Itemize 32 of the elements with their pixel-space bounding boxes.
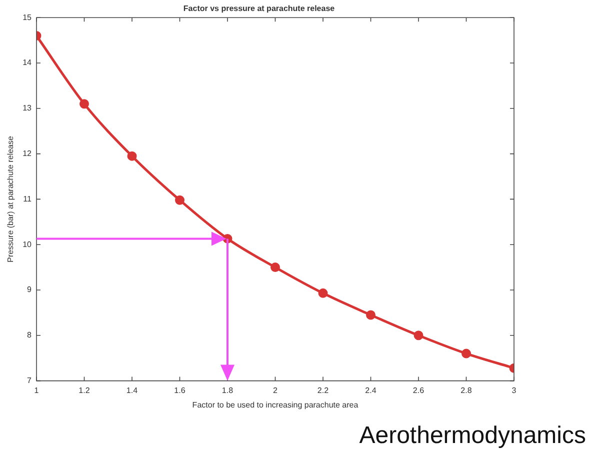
y-tick-label: 14 (22, 58, 32, 68)
point (175, 195, 184, 205)
y-tick-label: 9 (27, 285, 32, 294)
y-tick-label: 15 (22, 12, 32, 22)
x-tick-label: 3 (512, 386, 517, 395)
y-tick-label: 12 (22, 149, 32, 158)
x-tick-label: 2 (273, 386, 278, 395)
x-axis-title: Factor to be used to increasing parachute area (192, 400, 359, 410)
y-tick-label: 8 (27, 330, 32, 340)
point (80, 99, 89, 109)
point (270, 262, 280, 272)
y-tick-label: 10 (22, 240, 32, 249)
x-tick-label: 2.2 (317, 386, 330, 395)
y-axis-title: Pressure (bar) at parachute release (6, 136, 16, 262)
text: Aerothermodynamics (359, 422, 586, 450)
x-tick-label: 1.2 (78, 386, 90, 395)
point (462, 348, 471, 358)
x-tick-label: 1.6 (174, 386, 186, 395)
chart-title: Factor vs pressure at parachute release (183, 4, 336, 14)
y-tick-label: 13 (22, 104, 32, 113)
x-tick-label: 1.8 (222, 386, 234, 395)
x-tick-label: 2.8 (460, 386, 472, 395)
y-tick-label: 11 (23, 194, 32, 204)
x-tick-label: 2.6 (412, 386, 425, 395)
point (366, 310, 376, 320)
point (414, 330, 424, 340)
x-tick-label: 1 (34, 386, 40, 395)
point (318, 288, 328, 298)
y-tick-label: 7 (27, 376, 32, 386)
point (127, 151, 137, 161)
x-tick-label: 1.4 (126, 386, 138, 395)
x-tick-label: 2.4 (365, 386, 377, 395)
